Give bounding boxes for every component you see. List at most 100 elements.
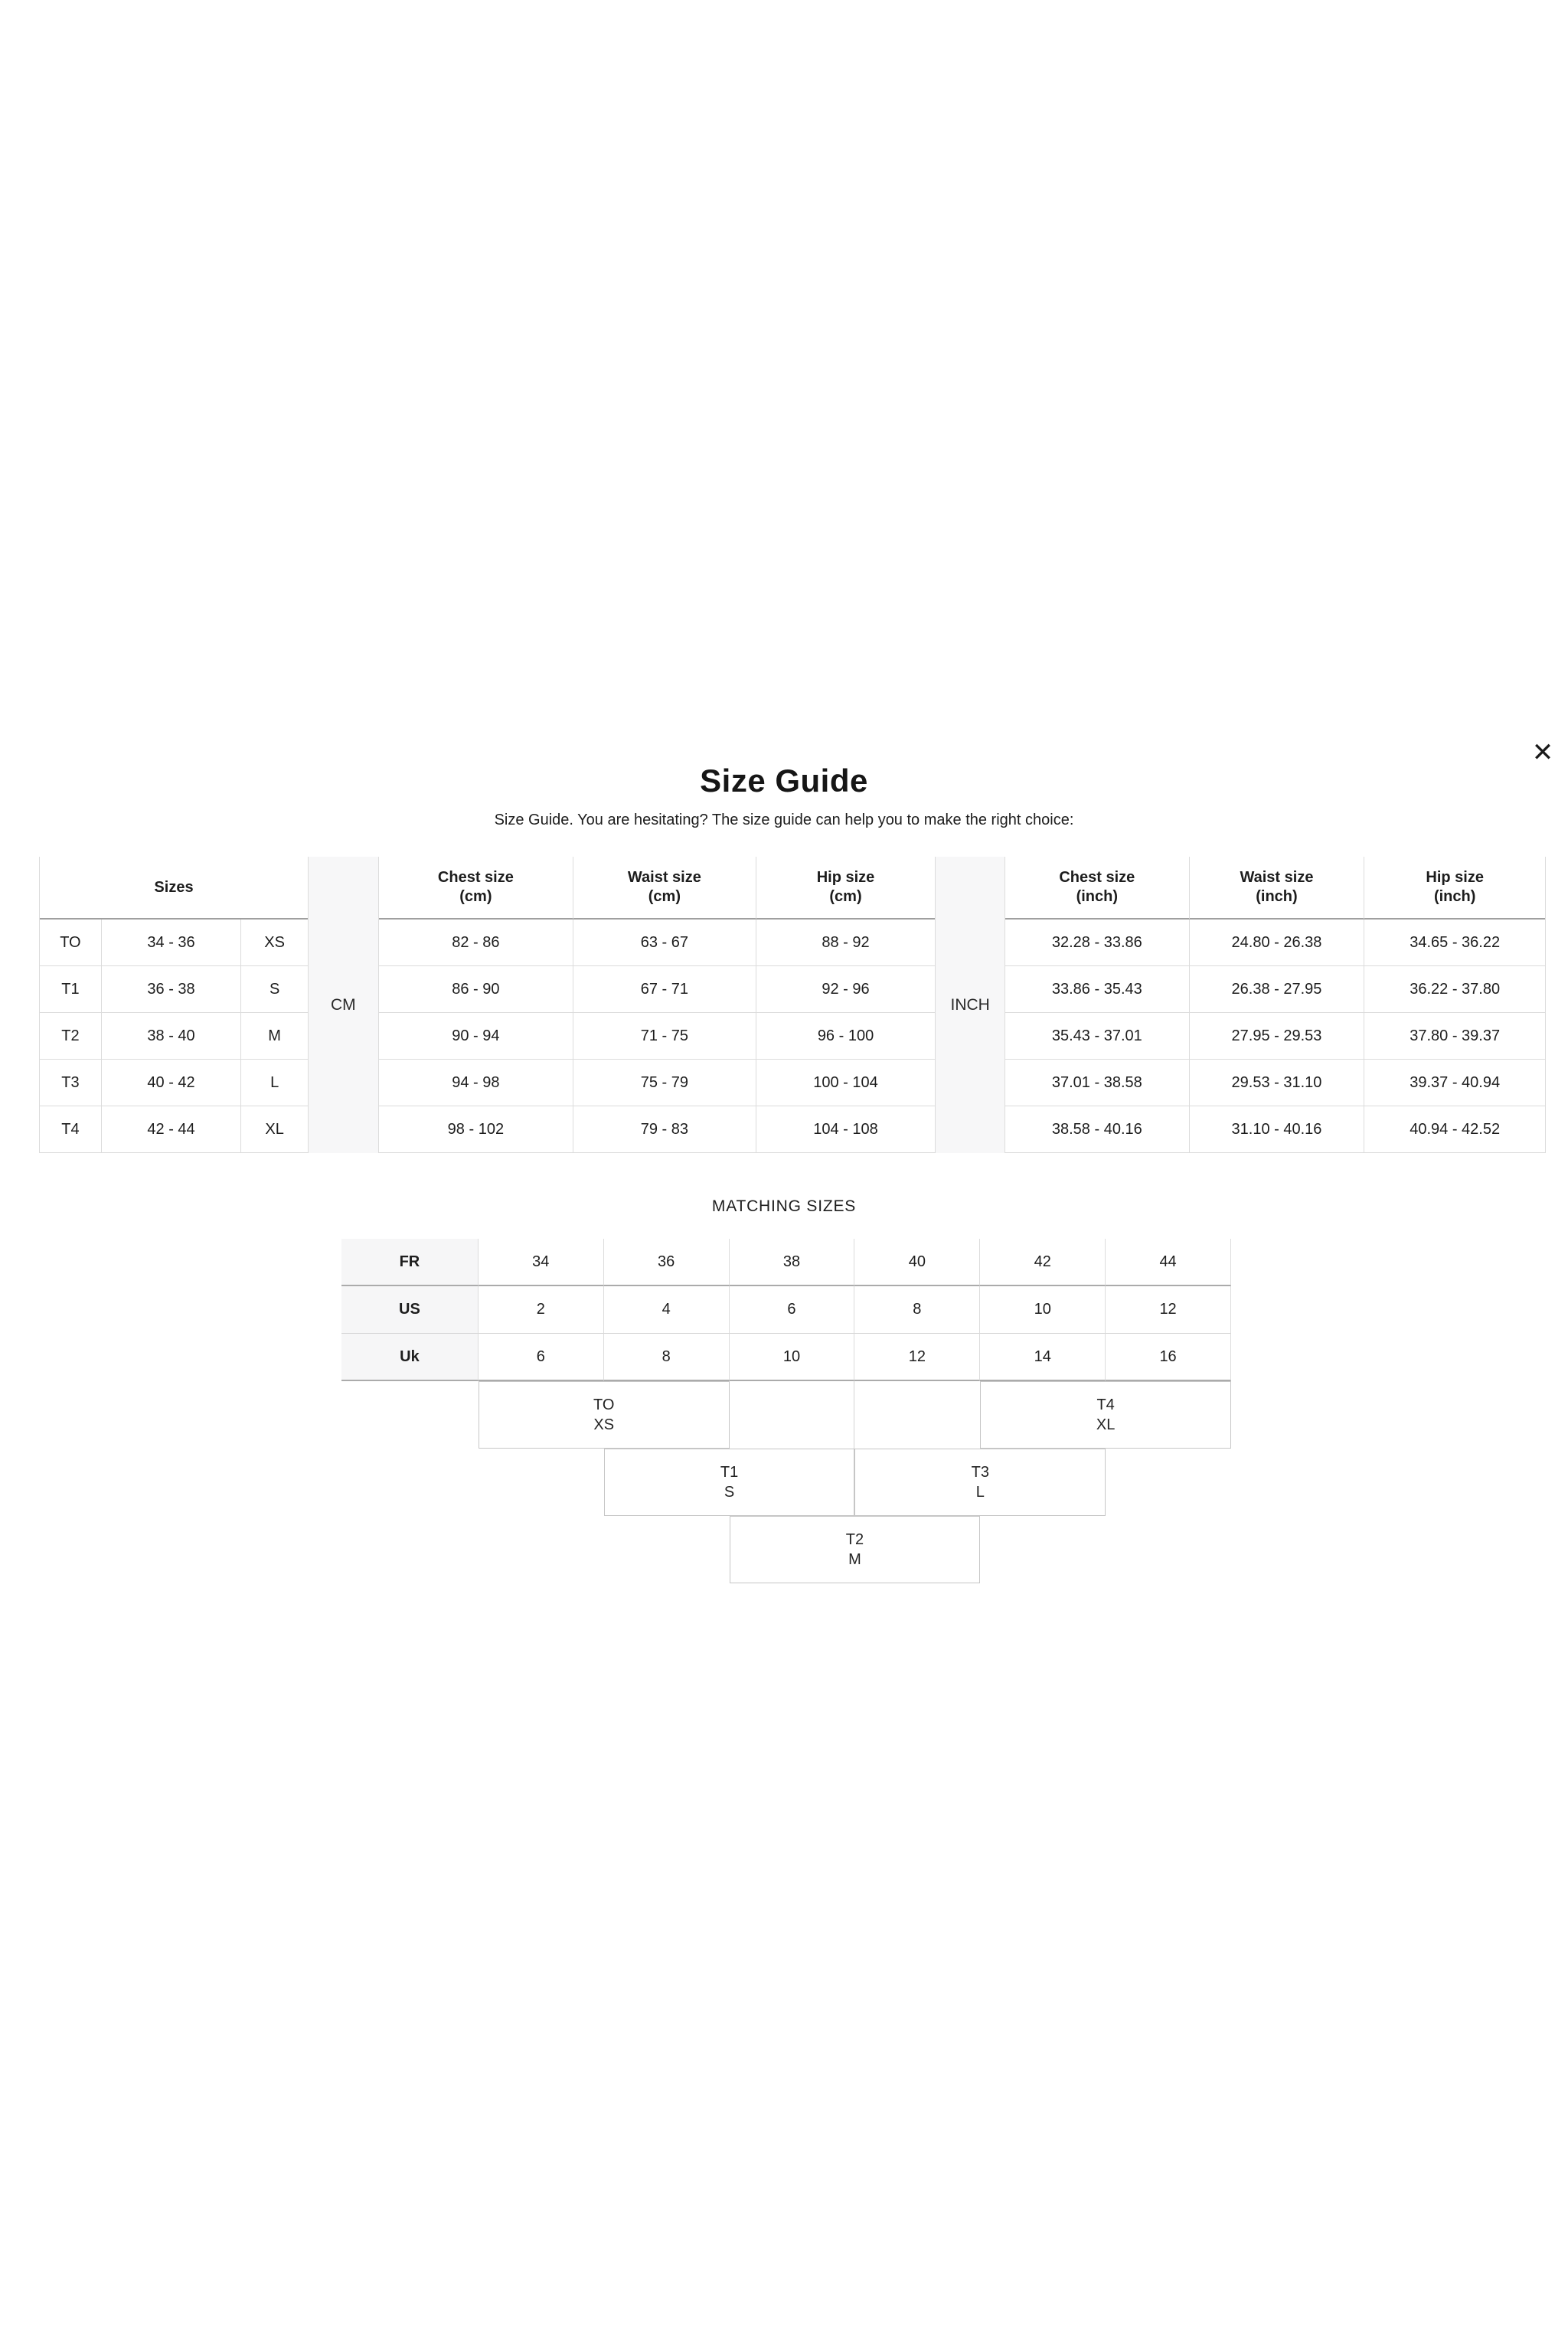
header-line: Chest size [437, 869, 514, 886]
header-line: Hip size [816, 869, 875, 886]
fr-row-label: FR [341, 1239, 479, 1286]
hip-cm-cell: 88 - 92 [756, 920, 936, 966]
fr-value: 44 [1106, 1239, 1231, 1286]
us-value: 6 [729, 1286, 855, 1334]
hip-inch-cell: 39.37 - 40.94 [1364, 1060, 1545, 1106]
size-table: Sizes CM Chest size (cm) Waist size (cm)… [39, 857, 1546, 1153]
inch-unit-band: INCH [935, 857, 1006, 1153]
waist-inch-cell: 24.80 - 26.38 [1189, 920, 1365, 966]
size-box-to-xs: TO XS [478, 1381, 730, 1449]
waist-cm-header: Waist size (cm) [573, 857, 756, 920]
page-title: Size Guide [700, 763, 868, 799]
hip-inch-cell: 40.94 - 42.52 [1364, 1106, 1545, 1153]
chest-inch-cell: 32.28 - 33.86 [1005, 920, 1190, 966]
size-box-intl: M [848, 1551, 861, 1568]
fr-value: 42 [980, 1239, 1106, 1286]
size-box-code: T3 [971, 1464, 989, 1481]
us-value: 8 [854, 1286, 981, 1334]
waist-inch-cell: 26.38 - 27.95 [1189, 966, 1365, 1013]
fr-value: 34 [478, 1239, 604, 1286]
fr-size-cell: 38 - 40 [101, 1013, 242, 1060]
chest-inch-header: Chest size (inch) [1005, 857, 1190, 920]
us-row-label: US [341, 1286, 479, 1334]
chest-inch-cell: 37.01 - 38.58 [1005, 1060, 1190, 1106]
us-value: 2 [478, 1286, 604, 1334]
intl-size-cell: XL [241, 1106, 308, 1153]
uk-value: 12 [854, 1334, 981, 1381]
uk-value: 6 [478, 1334, 604, 1381]
us-value: 10 [980, 1286, 1106, 1334]
size-box-t4-xl: T4 XL [980, 1381, 1231, 1449]
size-box-code: T1 [720, 1464, 739, 1481]
size-box-code: TO [593, 1396, 615, 1413]
header-unit: (inch) [1433, 888, 1476, 905]
fr-value: 36 [603, 1239, 730, 1286]
size-code-cell: TO [40, 920, 102, 966]
hip-inch-header: Hip size (inch) [1364, 857, 1545, 920]
size-code-cell: T3 [40, 1060, 102, 1106]
header-unit: (cm) [648, 888, 681, 905]
matching-sizes-table: FR 34 36 38 40 42 44 US 2 4 6 8 10 12 Uk… [341, 1239, 1231, 1381]
size-box-t2-m: T2 M [729, 1516, 981, 1583]
hip-cm-cell: 104 - 108 [756, 1106, 936, 1153]
fr-value: 38 [729, 1239, 855, 1286]
size-box-intl: XS [593, 1416, 615, 1433]
chest-cm-cell: 98 - 102 [378, 1106, 574, 1153]
size-code-cell: T2 [40, 1013, 102, 1060]
uk-value: 10 [729, 1334, 855, 1381]
chest-cm-cell: 82 - 86 [378, 920, 574, 966]
intl-size-cell: M [241, 1013, 308, 1060]
header-unit: (inch) [1256, 888, 1298, 905]
size-box-code: T4 [1096, 1396, 1115, 1413]
header-unit: (inch) [1076, 888, 1119, 905]
waist-inch-header: Waist size (inch) [1189, 857, 1365, 920]
header-line: Chest size [1059, 869, 1135, 886]
hip-inch-cell: 36.22 - 37.80 [1364, 966, 1545, 1013]
chest-inch-cell: 38.58 - 40.16 [1005, 1106, 1190, 1153]
size-code-cell: T4 [40, 1106, 102, 1153]
size-box-intl: XL [1096, 1416, 1116, 1433]
hip-cm-cell: 96 - 100 [756, 1013, 936, 1060]
size-box-code: T2 [845, 1531, 864, 1548]
sizes-column-header: Sizes [40, 857, 308, 920]
hip-cm-header: Hip size (cm) [756, 857, 936, 920]
fr-size-cell: 34 - 36 [101, 920, 242, 966]
size-box-t1-s: T1 S [603, 1449, 855, 1516]
uk-value: 8 [603, 1334, 730, 1381]
size-code-cell: T1 [40, 966, 102, 1013]
matching-sizes-diagram: TO XS T4 XL T1 S T3 L T2 M [341, 1381, 1231, 1583]
uk-value: 16 [1106, 1334, 1231, 1381]
chest-cm-cell: 94 - 98 [378, 1060, 574, 1106]
cm-unit-band: CM [308, 857, 379, 1153]
waist-cm-cell: 75 - 79 [573, 1060, 756, 1106]
chest-inch-cell: 35.43 - 37.01 [1005, 1013, 1190, 1060]
size-box-intl: S [724, 1484, 735, 1501]
header-line: Hip size [1426, 869, 1484, 886]
size-box-intl: L [975, 1484, 985, 1501]
fr-size-cell: 36 - 38 [101, 966, 242, 1013]
header-unit: (cm) [459, 888, 492, 905]
hip-inch-cell: 34.65 - 36.22 [1364, 920, 1545, 966]
close-icon[interactable]: ✕ [1525, 735, 1560, 770]
us-value: 12 [1106, 1286, 1231, 1334]
header-line: Waist size [627, 869, 701, 886]
size-box-t3-l: T3 L [854, 1449, 1106, 1516]
uk-row-label: Uk [341, 1334, 479, 1381]
hip-cm-cell: 100 - 104 [756, 1060, 936, 1106]
waist-cm-cell: 67 - 71 [573, 966, 756, 1013]
hip-cm-cell: 92 - 96 [756, 966, 936, 1013]
chest-cm-header: Chest size (cm) [378, 857, 574, 920]
chest-cm-cell: 86 - 90 [378, 966, 574, 1013]
hip-inch-cell: 37.80 - 39.37 [1364, 1013, 1545, 1060]
waist-cm-cell: 63 - 67 [573, 920, 756, 966]
waist-cm-cell: 71 - 75 [573, 1013, 756, 1060]
page-subtitle: Size Guide. You are hesitating? The size… [494, 812, 1074, 828]
column-divider [730, 1381, 855, 1449]
intl-size-cell: S [241, 966, 308, 1013]
fr-value: 40 [854, 1239, 981, 1286]
intl-size-cell: XS [241, 920, 308, 966]
chest-inch-cell: 33.86 - 35.43 [1005, 966, 1190, 1013]
waist-cm-cell: 79 - 83 [573, 1106, 756, 1153]
waist-inch-cell: 27.95 - 29.53 [1189, 1013, 1365, 1060]
